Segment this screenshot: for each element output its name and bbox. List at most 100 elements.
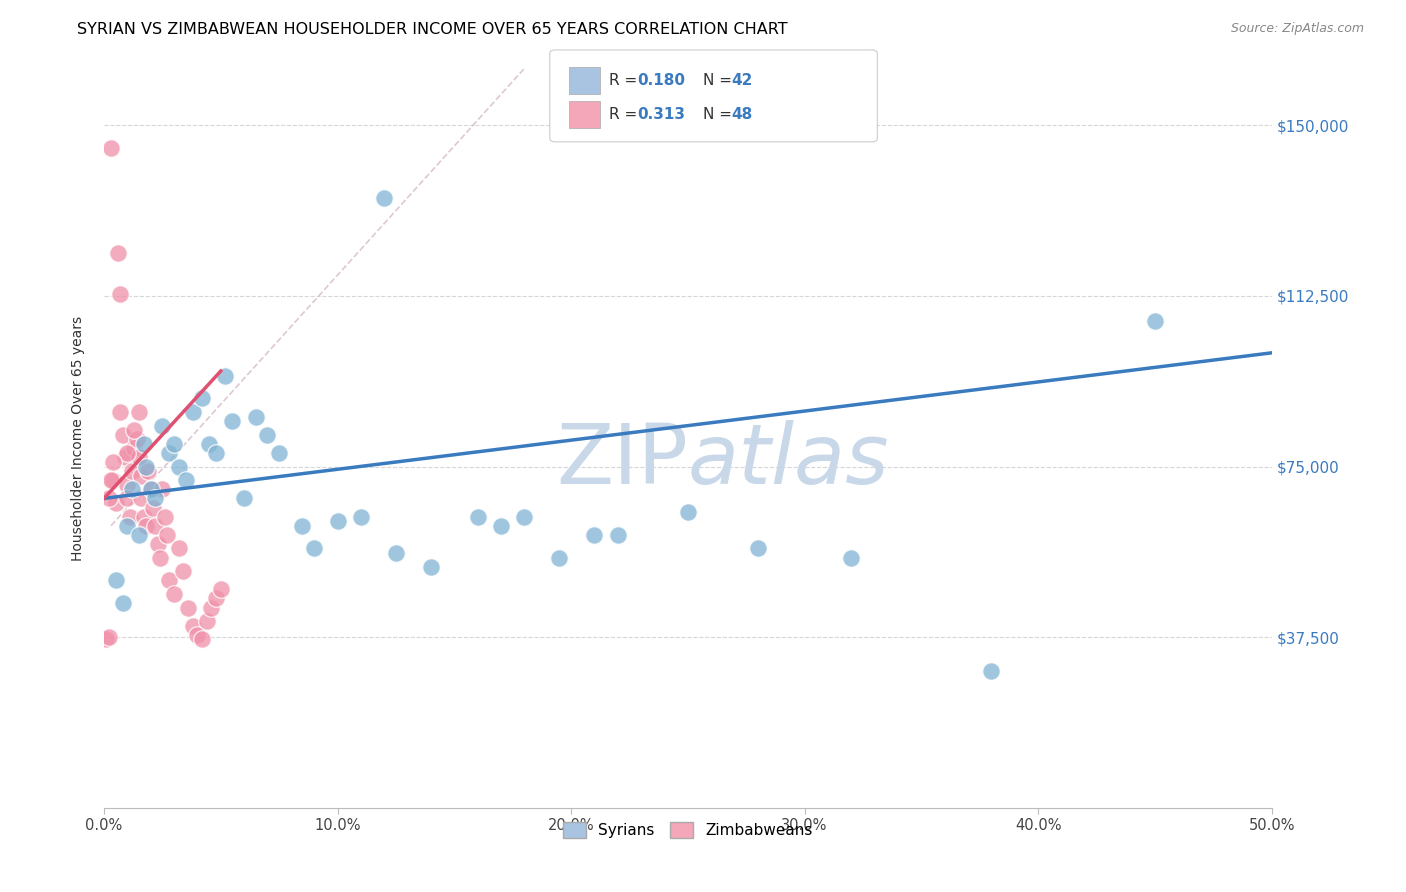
Point [256,427,278,442]
Point [200,600,222,615]
Point [302,541,325,556]
Point [221,414,243,428]
Point [117,518,139,533]
Point [149,550,172,565]
Point [121,483,143,497]
Point [135,518,157,533]
Point [132,509,155,524]
Point [157,446,180,460]
Text: R =: R = [609,73,643,88]
Point [104,496,127,510]
Point [163,437,186,451]
Point [150,418,173,433]
Text: 48: 48 [731,107,752,122]
Point [138,464,160,478]
Point [111,596,134,610]
Point [117,491,139,506]
Point [100,141,122,155]
Point [419,559,441,574]
Point [104,574,127,588]
Point [131,491,153,506]
Point [205,591,228,606]
Point [128,405,150,419]
Point [186,628,208,642]
Point [128,528,150,542]
Legend: Syrians, Zimbabweans: Syrians, Zimbabweans [557,816,818,845]
Point [150,483,173,497]
Point [839,550,862,565]
Point [1143,314,1166,328]
Point [145,491,167,506]
Point [233,491,256,506]
Point [142,500,165,515]
Point [548,550,571,565]
Text: R =: R = [609,107,643,122]
Point [107,245,129,260]
Point [174,473,197,487]
Point [676,505,699,519]
Point [135,459,157,474]
Point [350,509,373,524]
Text: SYRIAN VS ZIMBABWEAN HOUSEHOLDER INCOME OVER 65 YEARS CORRELATION CHART: SYRIAN VS ZIMBABWEAN HOUSEHOLDER INCOME … [77,22,787,37]
Point [124,423,146,437]
Point [139,483,162,497]
Point [373,191,395,205]
Point [980,665,1002,679]
Point [467,509,489,524]
Point [291,518,314,533]
Point [583,528,606,542]
Point [146,537,169,551]
Point [747,541,769,556]
Text: 0.180: 0.180 [637,73,685,88]
Point [205,446,228,460]
Point [177,600,200,615]
Point [489,518,512,533]
Point [157,574,180,588]
Text: 42: 42 [731,73,752,88]
Point [118,509,141,524]
Point [513,509,536,524]
Point [153,509,176,524]
Point [606,528,628,542]
Point [385,546,408,560]
Point [198,437,221,451]
Point [117,477,139,491]
Point [128,450,150,465]
Point [209,582,232,597]
Point [103,473,125,487]
Point [121,464,143,478]
Point [191,392,214,406]
Point [117,446,139,460]
Point [214,368,236,383]
Point [145,518,167,533]
Y-axis label: Householder Income Over 65 years: Householder Income Over 65 years [72,316,86,561]
Point [163,587,186,601]
Point [191,632,214,647]
Point [167,459,190,474]
Point [326,514,349,528]
Point [96,632,118,647]
Point [114,450,136,465]
Point [269,446,291,460]
Text: N =: N = [703,73,737,88]
Point [172,564,194,578]
Point [245,409,267,424]
Point [110,405,132,419]
Text: 0.313: 0.313 [637,107,685,122]
Point [124,442,146,456]
Text: N =: N = [703,107,737,122]
Point [167,541,190,556]
Point [97,630,120,644]
Text: ZIP: ZIP [555,420,688,500]
Point [156,528,179,542]
Point [103,455,125,469]
Point [139,483,162,497]
Text: atlas: atlas [688,420,890,500]
Point [181,405,204,419]
Point [131,468,153,483]
Point [100,473,122,487]
Point [97,491,120,506]
Point [110,286,132,301]
Point [195,614,218,628]
Text: Source: ZipAtlas.com: Source: ZipAtlas.com [1230,22,1364,36]
